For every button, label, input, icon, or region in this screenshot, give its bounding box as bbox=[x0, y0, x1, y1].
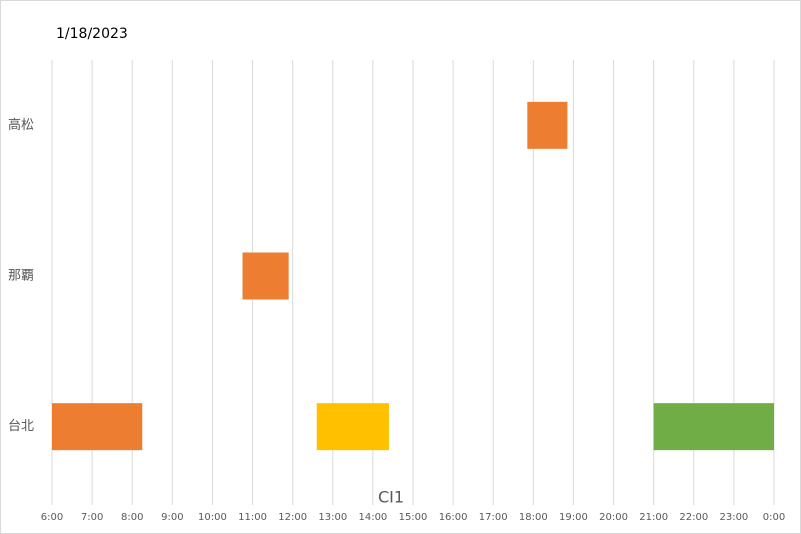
x-tick-label: 13:00 bbox=[318, 512, 347, 523]
y-tick-label: 那覇 bbox=[8, 269, 34, 284]
x-tick-label: 12:00 bbox=[278, 512, 307, 523]
chart-title: 1/18/2023 bbox=[56, 26, 128, 42]
bar bbox=[527, 101, 568, 149]
y-tick-label: 台北 bbox=[8, 419, 34, 434]
x-tick-label: 23:00 bbox=[719, 512, 748, 523]
x-tick-label: 22:00 bbox=[679, 512, 708, 523]
x-tick-label: 14:00 bbox=[358, 512, 387, 523]
x-tick-label: 19:00 bbox=[559, 512, 588, 523]
x-tick-label: 6:00 bbox=[41, 512, 63, 523]
x-tick-label: 15:00 bbox=[399, 512, 428, 523]
bar bbox=[52, 403, 143, 451]
x-tick-label: 11:00 bbox=[238, 512, 267, 523]
x-tick-label: 16:00 bbox=[439, 512, 468, 523]
x-axis-label: CI1 bbox=[378, 488, 404, 507]
x-tick-label: 10:00 bbox=[198, 512, 227, 523]
bar bbox=[316, 403, 389, 451]
x-tick-label: 9:00 bbox=[161, 512, 183, 523]
x-tick-label: 7:00 bbox=[81, 512, 103, 523]
bar bbox=[242, 252, 289, 300]
x-tick-label: 18:00 bbox=[519, 512, 548, 523]
bar bbox=[653, 403, 774, 451]
x-tick-label: 0:00 bbox=[763, 512, 785, 523]
x-tick-label: 17:00 bbox=[479, 512, 508, 523]
y-tick-label: 高松 bbox=[8, 117, 34, 133]
x-tick-label: 20:00 bbox=[599, 512, 628, 523]
x-tick-label: 21:00 bbox=[639, 512, 668, 523]
x-tick-label: 8:00 bbox=[121, 512, 143, 523]
